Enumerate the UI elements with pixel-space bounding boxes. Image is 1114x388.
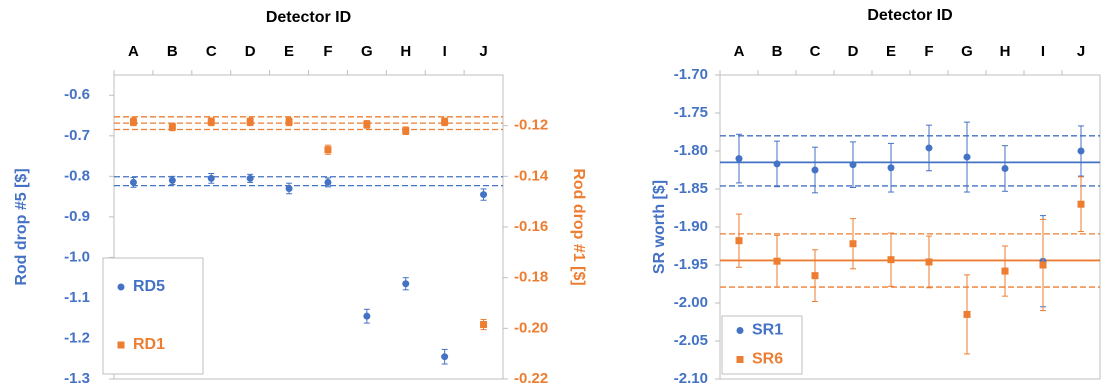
y-tick-label: -0.8 bbox=[64, 167, 90, 184]
data-point bbox=[285, 118, 293, 126]
data-point bbox=[735, 155, 743, 163]
legend-box bbox=[721, 315, 803, 375]
data-point bbox=[887, 164, 895, 172]
data-point bbox=[1077, 147, 1085, 155]
x-axis-title: Detector ID bbox=[266, 9, 351, 26]
data-point bbox=[207, 174, 215, 182]
y-tick-label: -1.3 bbox=[64, 370, 90, 387]
y-axis-title: SR worth [$] bbox=[651, 180, 668, 274]
data-point bbox=[773, 257, 781, 265]
data-point bbox=[129, 118, 137, 126]
y-tick-label: -1.80 bbox=[674, 142, 708, 159]
data-point bbox=[735, 237, 743, 245]
data-point bbox=[963, 153, 971, 161]
data-point bbox=[324, 146, 332, 154]
data-point bbox=[811, 166, 819, 174]
x-tick-label: J bbox=[479, 43, 487, 60]
data-point bbox=[849, 161, 857, 169]
y2-tick-label: -0.14 bbox=[514, 167, 549, 184]
y-tick-label: -2.00 bbox=[674, 294, 708, 311]
x-tick-label: C bbox=[206, 43, 217, 60]
x-tick-label: H bbox=[400, 43, 411, 60]
x-tick-label: F bbox=[323, 43, 332, 60]
data-point bbox=[925, 258, 933, 266]
x-tick-label: G bbox=[961, 43, 973, 60]
data-point bbox=[811, 272, 819, 280]
x-tick-label: I bbox=[1041, 43, 1045, 60]
x-tick-label: E bbox=[284, 43, 294, 60]
data-point bbox=[925, 144, 933, 152]
y-tick-label: -2.10 bbox=[674, 370, 708, 387]
data-point bbox=[480, 321, 488, 329]
y-axis-title: Rod drop #5 [$] bbox=[13, 168, 30, 285]
y2-tick-label: -0.12 bbox=[514, 117, 548, 134]
y-tick-label: -1.2 bbox=[64, 329, 90, 346]
y-tick-label: -1.85 bbox=[674, 180, 708, 197]
data-point bbox=[773, 160, 781, 168]
data-point bbox=[168, 123, 176, 131]
data-point bbox=[168, 176, 176, 184]
x-tick-label: B bbox=[167, 43, 178, 60]
x-tick-label: H bbox=[1000, 43, 1011, 60]
y-tick-label: -1.1 bbox=[64, 289, 90, 306]
y-tick-label: -1.90 bbox=[674, 218, 708, 235]
data-point bbox=[441, 118, 449, 126]
data-point bbox=[246, 174, 254, 182]
x-tick-label: C bbox=[810, 43, 821, 60]
y2-tick-label: -0.18 bbox=[514, 269, 548, 286]
x-tick-label: J bbox=[1077, 43, 1085, 60]
data-point bbox=[441, 353, 449, 361]
y-tick-label: -0.7 bbox=[64, 127, 90, 144]
x-tick-label: E bbox=[886, 43, 896, 60]
data-point bbox=[849, 240, 857, 248]
y2-tick-label: -0.20 bbox=[514, 319, 548, 336]
legend-marker bbox=[117, 283, 125, 291]
y-tick-label: -2.05 bbox=[674, 332, 708, 349]
legend-box bbox=[102, 257, 204, 375]
data-point bbox=[1039, 261, 1047, 269]
x-tick-label: D bbox=[245, 43, 256, 60]
data-point bbox=[963, 310, 971, 318]
data-point bbox=[246, 118, 254, 126]
x-axis-title: Detector ID bbox=[867, 7, 952, 24]
data-point bbox=[1001, 267, 1009, 275]
data-point bbox=[402, 280, 410, 288]
data-point bbox=[363, 312, 371, 320]
x-tick-label: F bbox=[924, 43, 933, 60]
data-point bbox=[324, 178, 332, 186]
x-tick-label: D bbox=[848, 43, 859, 60]
y-tick-label: -1.95 bbox=[674, 256, 708, 273]
data-point bbox=[129, 178, 137, 186]
y-tick-label: -1.75 bbox=[674, 104, 708, 121]
x-tick-label: I bbox=[443, 43, 447, 60]
data-point bbox=[480, 191, 488, 199]
data-point bbox=[1001, 164, 1009, 172]
data-point bbox=[207, 118, 215, 126]
legend-marker bbox=[117, 341, 125, 349]
legend-label: SR1 bbox=[752, 322, 783, 339]
legend-label: RD5 bbox=[133, 278, 165, 295]
data-point bbox=[402, 127, 410, 135]
legend-label: SR6 bbox=[752, 351, 783, 368]
x-tick-label: A bbox=[734, 43, 745, 60]
data-point bbox=[285, 184, 293, 192]
data-point bbox=[887, 256, 895, 264]
legend-label: RD1 bbox=[133, 336, 165, 353]
data-point bbox=[363, 120, 371, 128]
y2-tick-label: -0.16 bbox=[514, 218, 548, 235]
y-tick-label: -0.6 bbox=[64, 86, 90, 103]
x-tick-label: G bbox=[361, 43, 373, 60]
y-tick-label: -1.0 bbox=[64, 248, 90, 265]
x-tick-label: B bbox=[772, 43, 783, 60]
data-point bbox=[1077, 200, 1085, 208]
y-tick-label: -0.9 bbox=[64, 208, 90, 225]
legend-marker bbox=[736, 327, 744, 334]
y-tick-label: -1.70 bbox=[674, 66, 708, 83]
legend-marker bbox=[736, 356, 744, 363]
y2-axis-title: Rod drop #1 [$] bbox=[570, 168, 587, 285]
x-tick-label: A bbox=[128, 43, 139, 60]
y2-tick-label: -0.22 bbox=[514, 370, 548, 387]
